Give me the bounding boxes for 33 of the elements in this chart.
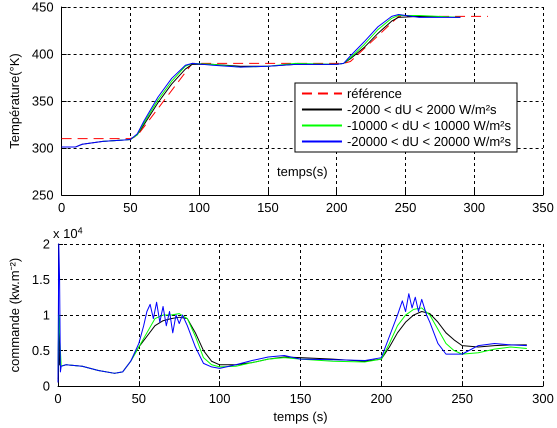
x-tick-label: 0: [58, 200, 66, 215]
y-tick-label: 2: [42, 236, 50, 252]
y-tick-label: 1: [42, 308, 50, 323]
legend-label: référence: [346, 86, 402, 101]
y-tick-label: 1.5: [32, 272, 50, 288]
legend-label: -20000 < dU < 20000 W/m²s: [346, 134, 512, 149]
y-tick-label: 0: [42, 378, 50, 394]
x-tick-label: 50: [123, 200, 138, 215]
x-axis-title: temps (s): [273, 409, 328, 424]
y-tick-label: 350: [32, 94, 54, 108]
y-tick-label: 0.5: [32, 343, 50, 358]
x-tick-label: 250: [394, 200, 416, 215]
x-tick-label: 150: [290, 391, 312, 406]
y-tick-label: 300: [32, 140, 54, 156]
x-tick-label: 200: [326, 200, 348, 215]
x-tick-label: 300: [532, 391, 554, 406]
x-axis-title: temps(s): [277, 164, 328, 179]
x-tick-label: 150: [257, 200, 279, 215]
x-tick-label: 100: [188, 200, 210, 215]
y-axis-title: commande (kw.m⁻²): [7, 258, 22, 372]
y-tick-label: 250: [32, 188, 54, 202]
y-tick-label: 450: [32, 0, 54, 14]
x-tick-label: 350: [532, 200, 554, 215]
x-tick-label: 250: [451, 391, 474, 406]
x-tick-label: 50: [132, 391, 146, 406]
y-axis-title: Température(°K): [7, 53, 22, 149]
x-tick-label: 200: [370, 391, 392, 406]
x-tick-label: 300: [463, 200, 486, 215]
line-series: [57, 244, 528, 384]
x-tick-label: 100: [208, 391, 230, 406]
legend-label: -2000 < dU < 2000 W/m²s: [346, 102, 498, 117]
y-tick-label: 400: [32, 46, 54, 62]
legend-label: -10000 < dU < 10000 W/m²s: [346, 118, 512, 133]
